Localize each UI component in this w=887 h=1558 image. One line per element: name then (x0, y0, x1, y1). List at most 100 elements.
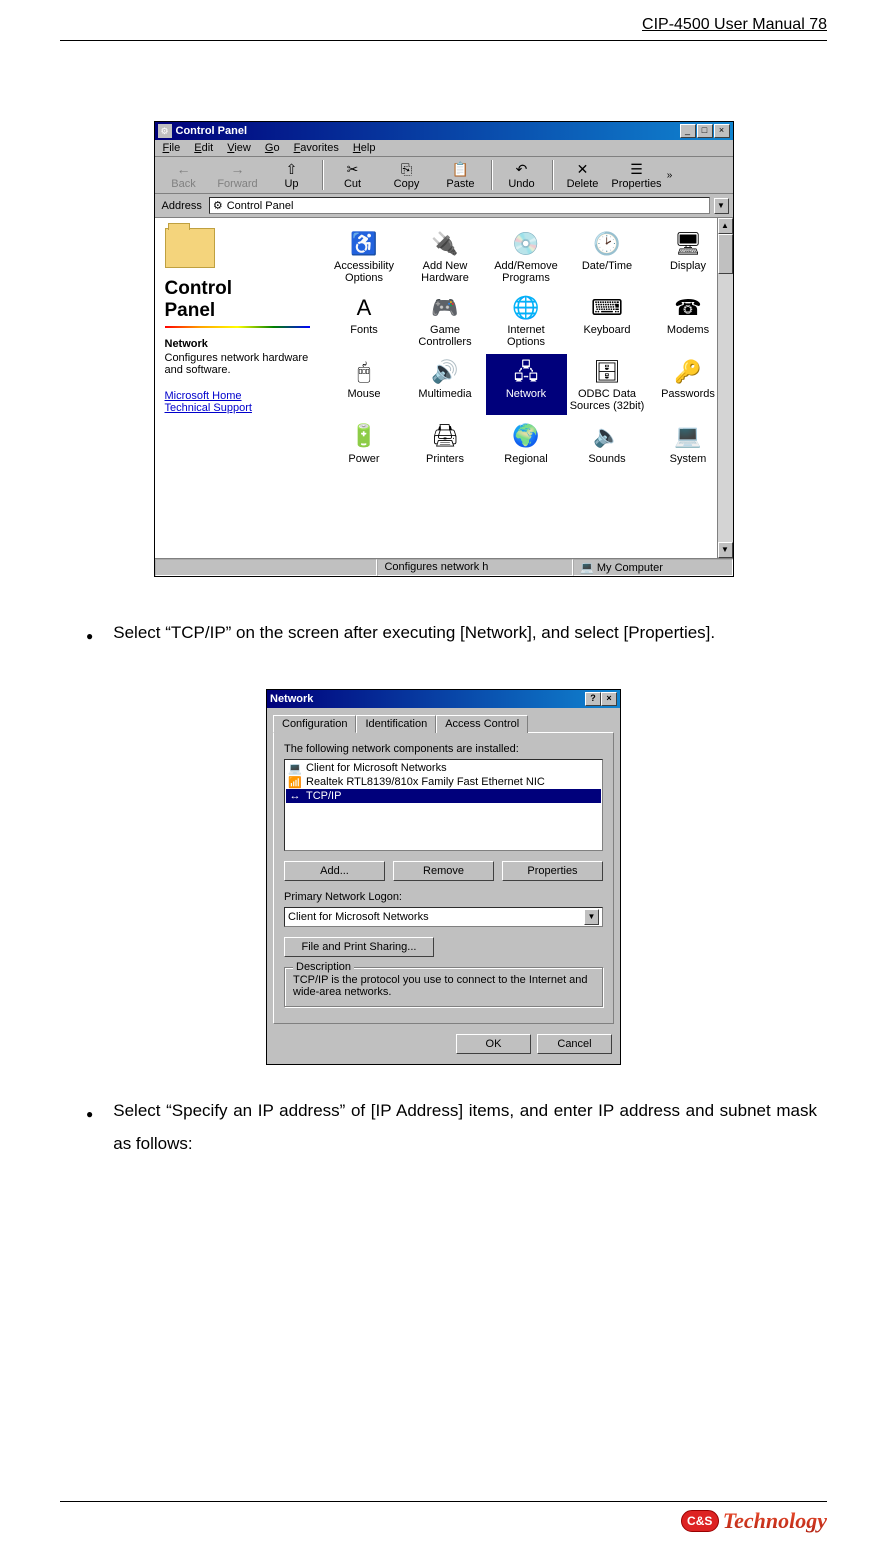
control-panel-icon: ⚙ (158, 124, 172, 138)
properties-button[interactable]: Properties (502, 861, 603, 881)
forward-icon: → (228, 160, 248, 178)
cp-item-printers[interactable]: 🖨Printers (405, 419, 486, 467)
instruction-bullet-2: ● Select “Specify an IP address” of [IP … (86, 1095, 817, 1160)
toolbar-undo-button[interactable]: ↶Undo (495, 158, 549, 192)
cp-item-network[interactable]: 🖧Network (486, 354, 567, 414)
selected-item-title: Network (165, 338, 310, 350)
cp-item-sounds[interactable]: 🔈Sounds (567, 419, 648, 467)
toolbar-properties-button[interactable]: ☰Properties (610, 158, 664, 192)
components-list[interactable]: 💻Client for Microsoft Networks📶Realtek R… (284, 759, 603, 851)
close-button[interactable]: × (714, 124, 730, 138)
cp-item-keyboard[interactable]: ⌨Keyboard (567, 290, 648, 350)
cp-item-multimedia[interactable]: 🔊Multimedia (405, 354, 486, 414)
scrollbar[interactable]: ▲ ▼ (717, 218, 733, 558)
help-button[interactable]: ? (585, 692, 601, 706)
toolbar-separator (322, 160, 323, 190)
toolbar: ←Back→Forward⇧Up✂Cut⎘Copy📋Paste↶Undo✕Del… (155, 157, 733, 194)
add-button[interactable]: Add... (284, 861, 385, 881)
address-bar: Address ⚙ Control Panel ▼ (155, 194, 733, 218)
address-dropdown-button[interactable]: ▼ (714, 198, 729, 214)
menu-item[interactable]: Edit (194, 142, 213, 154)
toolbar-up-button[interactable]: ⇧Up (265, 158, 319, 192)
logon-value: Client for Microsoft Networks (288, 911, 584, 923)
bullet-dot: ● (86, 1095, 93, 1160)
tab-configuration[interactable]: Configuration (273, 715, 356, 733)
address-combo[interactable]: ⚙ Control Panel (209, 197, 710, 214)
cp-item-add-remove-programs[interactable]: 💿Add/Remove Programs (486, 226, 567, 286)
component-row[interactable]: 💻Client for Microsoft Networks (286, 761, 601, 775)
folder-icon: ⚙ (213, 199, 223, 212)
paste-icon: 📋 (451, 160, 471, 178)
toolbar-delete-button[interactable]: ✕Delete (556, 158, 610, 192)
logo-word: Technology (723, 1508, 827, 1534)
menu-item[interactable]: Favorites (294, 142, 339, 154)
toolbar-forward-button: →Forward (211, 158, 265, 192)
scroll-up-button[interactable]: ▲ (718, 218, 733, 234)
item-icon: 🎮 (429, 292, 461, 324)
toolbar-copy-button[interactable]: ⎘Copy (380, 158, 434, 192)
network-dialog: Network ? × ConfigurationIdentificationA… (266, 689, 621, 1065)
cp-item-odbc-data-sources-32bit-[interactable]: 🗄ODBC Data Sources (32bit) (567, 354, 648, 414)
status-cell-2: Configures network h (377, 559, 573, 576)
cp-item-fonts[interactable]: AFonts (324, 290, 405, 350)
properties-icon: ☰ (627, 160, 647, 178)
toolbar-paste-button[interactable]: 📋Paste (434, 158, 488, 192)
toolbar-cut-button[interactable]: ✂Cut (326, 158, 380, 192)
menu-item[interactable]: File (163, 142, 181, 154)
link-technical-support[interactable]: Technical Support (165, 402, 310, 414)
cp-item-game-controllers[interactable]: 🎮Game Controllers (405, 290, 486, 350)
window-title: Control Panel (176, 125, 680, 137)
toolbar-overflow-button[interactable]: » (664, 170, 676, 181)
item-icon: 🌍 (510, 421, 542, 453)
menu-item[interactable]: Help (353, 142, 376, 154)
minimize-button[interactable]: _ (680, 124, 696, 138)
logon-dropdown-button[interactable]: ▼ (584, 909, 599, 925)
component-icon: 📶 (288, 775, 302, 789)
icon-grid: ♿Accessibility Options🔌Add New Hardware💿… (320, 218, 733, 475)
cp-item-add-new-hardware[interactable]: 🔌Add New Hardware (405, 226, 486, 286)
component-row[interactable]: 📶Realtek RTL8139/810x Family Fast Ethern… (286, 775, 601, 789)
scroll-thumb[interactable] (718, 234, 733, 274)
bullet-text: Select “Specify an IP address” of [IP Ad… (113, 1095, 817, 1160)
tab-identification[interactable]: Identification (356, 715, 436, 733)
cp-item-power[interactable]: 🔋Power (324, 419, 405, 467)
cp-item-internet-options[interactable]: 🌐Internet Options (486, 290, 567, 350)
item-icon: 🔌 (429, 228, 461, 260)
status-cell-1 (155, 559, 378, 576)
tab-access-control[interactable]: Access Control (436, 715, 528, 733)
item-icon: 🔋 (348, 421, 380, 453)
back-icon: ← (174, 160, 194, 178)
tab-panel: The following network components are ins… (273, 732, 614, 1024)
menubar: File Edit View Go Favorites Help (155, 140, 733, 157)
item-icon: 🖥 (672, 228, 704, 260)
color-rule (165, 326, 310, 328)
page-footer: C&S Technology (60, 1501, 827, 1534)
file-print-sharing-button[interactable]: File and Print Sharing... (284, 937, 434, 957)
description-label: Description (293, 961, 354, 973)
cp-item-mouse[interactable]: 🖱Mouse (324, 354, 405, 414)
item-icon: 🔈 (591, 421, 623, 453)
logon-combo[interactable]: Client for Microsoft Networks ▼ (284, 907, 603, 927)
ok-button[interactable]: OK (456, 1034, 531, 1054)
cp-item-date-time[interactable]: 🕑Date/Time (567, 226, 648, 286)
item-icon: 💻 (672, 421, 704, 453)
logo-badge: C&S (681, 1510, 719, 1532)
cancel-button[interactable]: Cancel (537, 1034, 612, 1054)
page-header: CIP-4500 User Manual 78 (60, 16, 827, 40)
dialog-title: Network (270, 693, 585, 705)
close-button[interactable]: × (601, 692, 617, 706)
scroll-down-button[interactable]: ▼ (718, 542, 733, 558)
menu-item[interactable]: View (227, 142, 251, 154)
cut-icon: ✂ (343, 160, 363, 178)
menu-item[interactable]: Go (265, 142, 280, 154)
component-row[interactable]: ↔TCP/IP (286, 789, 601, 803)
link-microsoft-home[interactable]: Microsoft Home (165, 390, 310, 402)
item-icon: 🖨 (429, 421, 461, 453)
maximize-button[interactable]: □ (697, 124, 713, 138)
cp-item-accessibility-options[interactable]: ♿Accessibility Options (324, 226, 405, 286)
cp-item-regional[interactable]: 🌍Regional (486, 419, 567, 467)
info-pane: Control Panel Network Configures network… (155, 218, 320, 558)
toolbar-separator (491, 160, 492, 190)
toolbar-back-button: ←Back (157, 158, 211, 192)
remove-button[interactable]: Remove (393, 861, 494, 881)
